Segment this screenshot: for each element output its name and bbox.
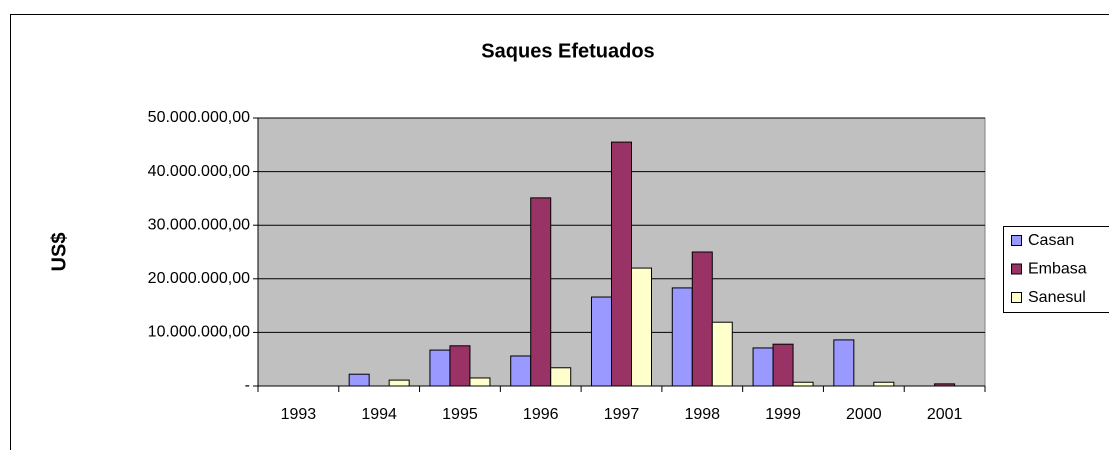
bar xyxy=(752,347,774,387)
y-tick-label: 30.000.000,00 xyxy=(148,216,250,233)
legend-label: Embasa xyxy=(1028,261,1087,278)
bar xyxy=(631,267,652,387)
bar xyxy=(792,381,814,387)
x-tick-label: 1995 xyxy=(442,406,478,423)
y-tick-label: 40.000.000,00 xyxy=(148,163,250,180)
bar xyxy=(429,349,451,387)
bar xyxy=(611,141,632,387)
bar xyxy=(469,377,491,387)
legend-swatch xyxy=(1011,292,1022,303)
bar xyxy=(772,343,794,387)
legend-label: Casan xyxy=(1028,232,1074,249)
bar xyxy=(510,355,532,387)
y-tick-label: 20.000.000,00 xyxy=(148,270,250,287)
bar xyxy=(833,339,855,387)
legend-label: Sanesul xyxy=(1028,289,1086,306)
x-tick-label: 1993 xyxy=(281,406,317,423)
x-tick-label: 2001 xyxy=(927,406,963,423)
x-tick-label: 1996 xyxy=(523,406,559,423)
bar xyxy=(691,251,713,387)
y-tick-label: 10.000.000,00 xyxy=(148,324,250,341)
legend-swatch xyxy=(1011,235,1022,246)
x-tick-label: 2000 xyxy=(846,406,882,423)
y-tick-label: - xyxy=(245,377,250,394)
bar xyxy=(873,381,895,387)
bar xyxy=(449,345,471,387)
bar xyxy=(530,197,552,387)
x-tick-label: 1997 xyxy=(604,406,640,423)
y-axis-label: US$ xyxy=(48,233,70,272)
bar xyxy=(591,296,612,387)
bar xyxy=(550,367,572,387)
bar xyxy=(711,321,733,387)
x-tick-label: 1999 xyxy=(765,406,801,423)
x-tick-label: 1994 xyxy=(361,406,397,423)
chart-title: Saques Efetuados xyxy=(481,40,654,62)
bar xyxy=(671,287,693,387)
x-tick-label: 1998 xyxy=(684,406,720,423)
bar xyxy=(388,379,410,387)
y-tick-label: 50.000.000,00 xyxy=(148,109,250,126)
legend-swatch xyxy=(1011,263,1022,275)
bar xyxy=(348,373,370,387)
bar xyxy=(934,383,956,387)
